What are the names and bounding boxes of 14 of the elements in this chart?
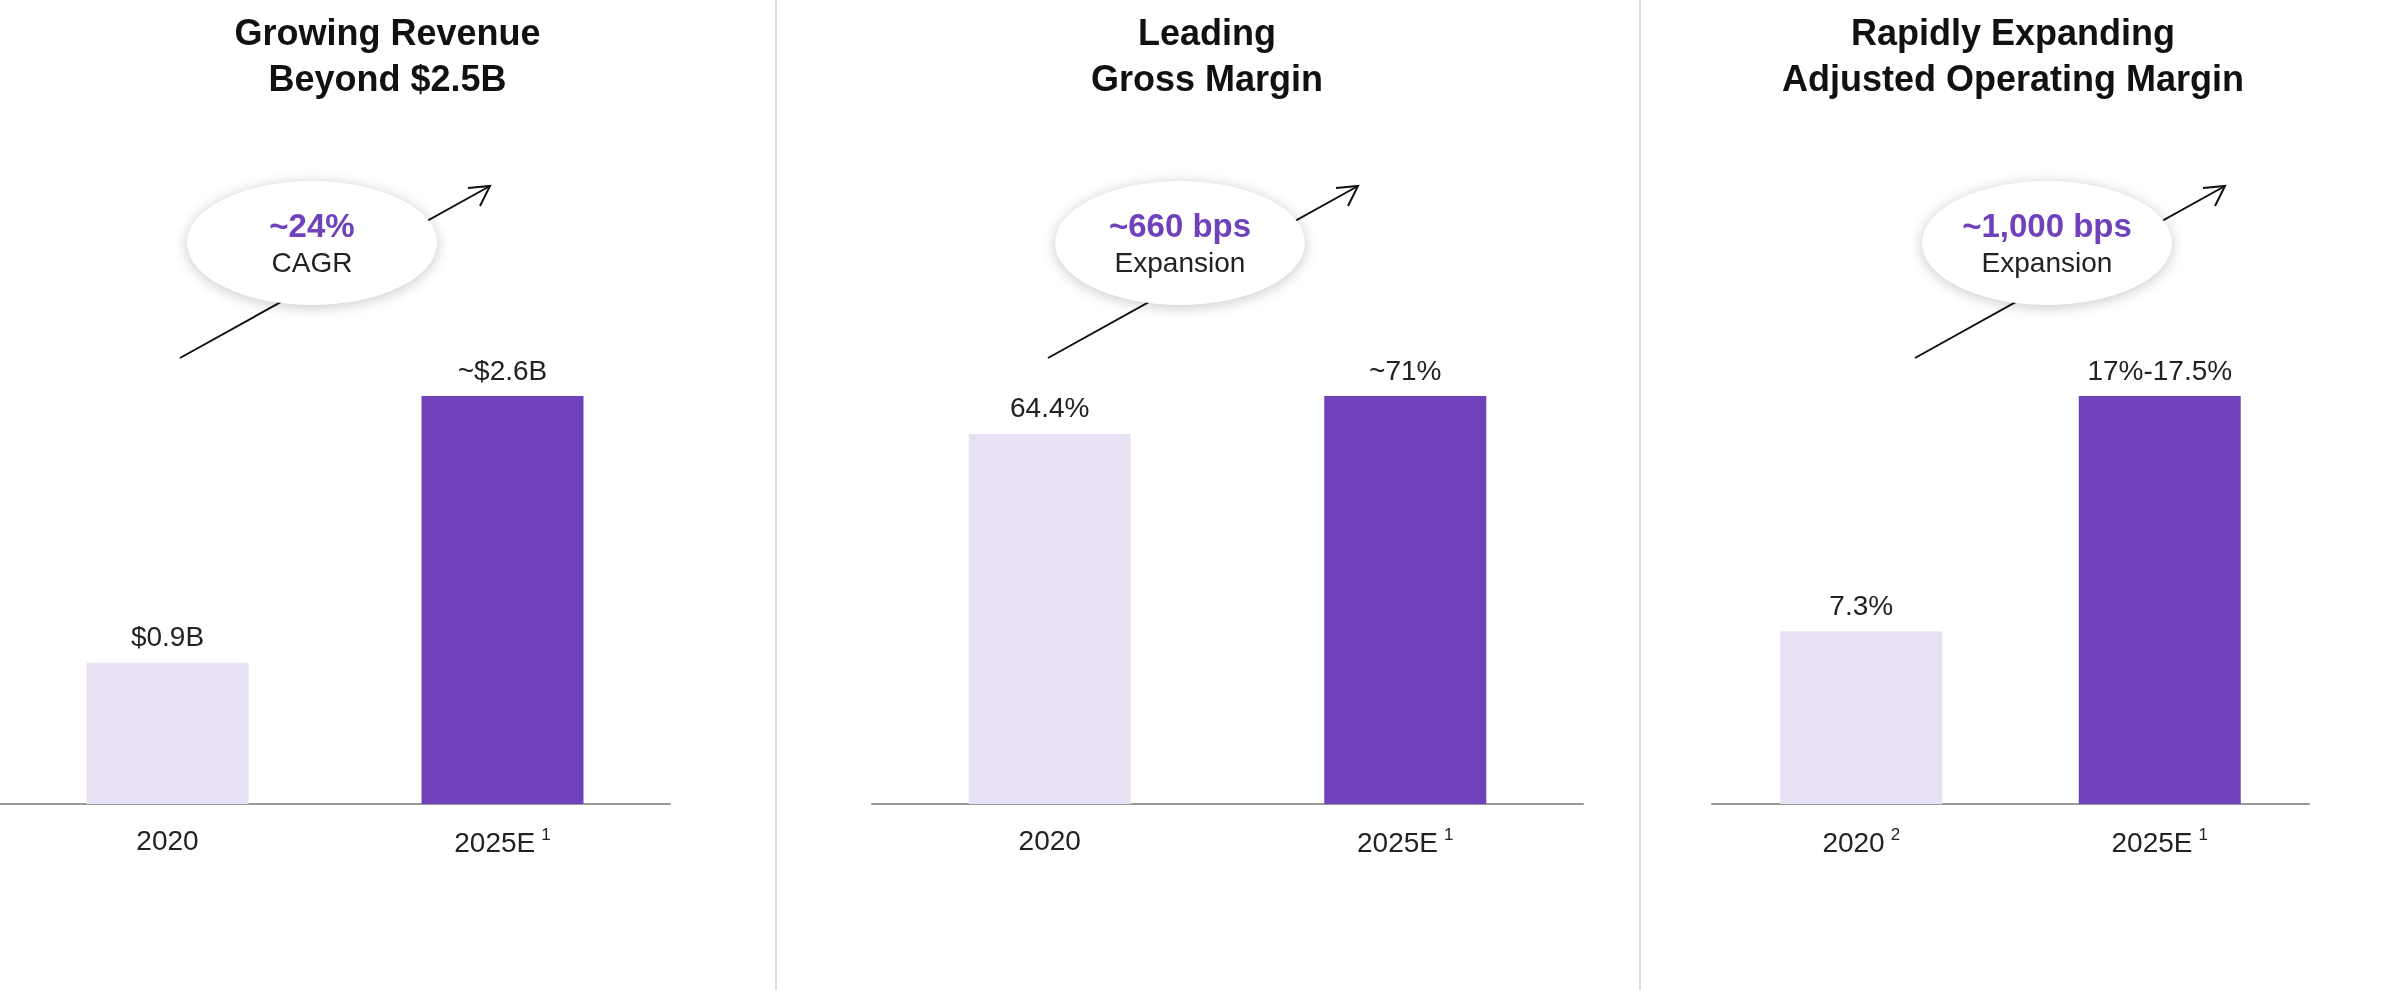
callout-bubble: ~1,000 bps Expansion — [1922, 181, 2172, 305]
callout-bubble: ~24% CAGR — [187, 181, 437, 305]
data-label: 64.4% — [1010, 392, 1090, 424]
data-label: 7.3% — [1829, 589, 1894, 621]
data-label: 17%-17.5% — [2087, 354, 2233, 386]
data-label: ~71% — [1369, 354, 1442, 386]
x-tick-label: 2020 — [136, 824, 199, 856]
data-label: ~$2.6B — [457, 354, 548, 386]
chart-title: Rapidly Expanding Adjusted Operating Margin — [1781, 11, 2245, 99]
data-label: $0.9B — [130, 621, 205, 653]
chart-title: Leading Gross Margin — [1090, 11, 1324, 99]
callout-bubble: ~660 bps Expansion — [1055, 181, 1305, 305]
chart-title: Growing Revenue Beyond $2.5B — [234, 11, 541, 99]
x-tick-label: 2020 — [1018, 824, 1081, 856]
